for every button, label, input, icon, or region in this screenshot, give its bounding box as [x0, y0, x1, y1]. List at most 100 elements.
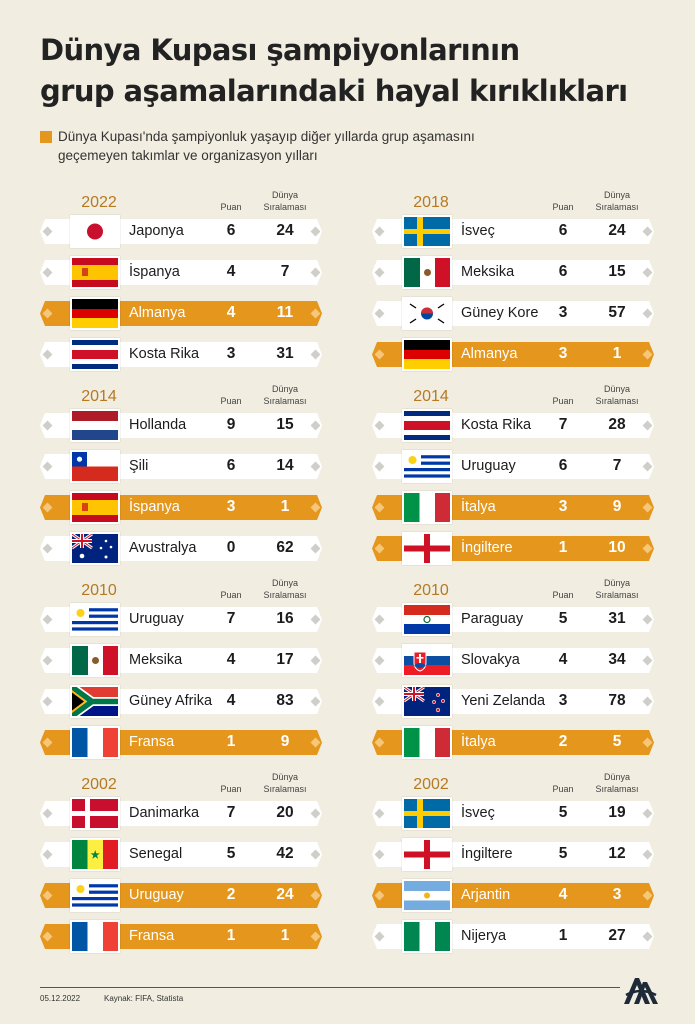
team-row: Paraguay 5 31 — [372, 603, 654, 636]
group-2018-right: 2018 Puan Dünya Sıralaması İsveç 6 24 Meksika 6… — [372, 190, 660, 384]
mexico-flag-icon — [402, 256, 452, 289]
south-korea-flag-icon — [402, 297, 452, 330]
team-row: Kosta Rika 7 28 — [372, 409, 654, 442]
mexico-flag-icon — [70, 644, 120, 677]
team-name: İsveç — [461, 805, 495, 821]
team-ranking: 57 — [608, 304, 626, 321]
group-year: 2002 — [413, 776, 449, 793]
team-ranking: 10 — [608, 539, 626, 556]
spain-flag-icon — [70, 256, 120, 289]
team-ranking: 9 — [280, 733, 290, 750]
england-flag-icon — [402, 532, 452, 565]
team-name: Paraguay — [461, 611, 524, 627]
team-row: Japonya 6 24 — [40, 215, 322, 248]
header-points: Puan — [220, 784, 242, 794]
team-points: 3 — [558, 304, 568, 321]
team-ranking: 7 — [612, 457, 622, 474]
team-row: Danimarka 7 20 — [40, 797, 322, 830]
australia-flag-icon — [70, 532, 120, 565]
team-row: Meksika 6 15 — [372, 256, 654, 289]
group-year: 2002 — [81, 776, 117, 793]
footer-source: Kaynak: FIFA, Statista — [104, 994, 184, 1003]
team-row: Slovakya 4 34 — [372, 644, 654, 677]
team-points: 5 — [558, 804, 568, 821]
team-ranking: 17 — [276, 651, 294, 668]
team-ranking: 24 — [608, 222, 626, 239]
team-name: İspanya — [129, 264, 180, 280]
team-row: Uruguay 7 16 — [40, 603, 322, 636]
team-points: 6 — [558, 457, 568, 474]
italy-flag-icon — [402, 491, 452, 524]
team-points: 3 — [558, 692, 568, 709]
slovakia-flag-icon — [402, 644, 452, 677]
team-name: Uruguay — [461, 458, 516, 474]
sweden-flag-icon — [402, 215, 452, 248]
header-ranking: Dünya Sıralaması — [263, 772, 307, 794]
team-row: Fransa 1 9 — [40, 726, 322, 759]
team-name: Almanya — [461, 346, 518, 362]
team-points: 7 — [226, 804, 236, 821]
team-points: 1 — [226, 927, 236, 944]
header-ranking: Dünya Sıralaması — [595, 772, 639, 794]
team-points: 4 — [226, 304, 236, 321]
group-2014-right: 2014 Puan Dünya Sıralaması Kosta Rika 7 28 Uru… — [372, 384, 660, 578]
team-ranking: 11 — [276, 304, 294, 321]
team-points: 0 — [226, 539, 236, 556]
group-2002-right: 2002 Puan Dünya Sıralaması İsveç 5 19 İngilter… — [372, 772, 660, 966]
team-points: 6 — [558, 222, 568, 239]
team-name: Kosta Rika — [461, 417, 532, 433]
team-ranking: 24 — [276, 886, 294, 903]
group-year: 2010 — [413, 582, 449, 599]
header-points: Puan — [552, 784, 574, 794]
team-name: Avustralya — [129, 540, 197, 556]
team-row: Şili 6 14 — [40, 450, 322, 483]
team-name: Slovakya — [461, 652, 520, 668]
team-row: Kosta Rika 3 31 — [40, 338, 322, 371]
uruguay-flag-icon — [70, 879, 120, 912]
team-name: Fransa — [129, 928, 175, 944]
team-points: 4 — [226, 692, 236, 709]
team-row: İspanya 3 1 — [40, 491, 322, 524]
team-name: İtalya — [461, 499, 496, 515]
team-row: Almanya 4 11 — [40, 297, 322, 330]
team-row: Nijerya 1 27 — [372, 920, 654, 953]
argentina-flag-icon — [402, 879, 452, 912]
team-row: Avustralya 0 62 — [40, 532, 322, 565]
header-ranking: Dünya Sıralaması — [595, 384, 639, 406]
team-name: Fransa — [129, 734, 175, 750]
team-name: İngiltere — [461, 540, 513, 556]
group-year: 2022 — [81, 194, 117, 211]
team-ranking: 14 — [276, 457, 294, 474]
team-row: İngiltere 5 12 — [372, 838, 654, 871]
title-line-2: grup aşamalarındaki hayal kırıklıkları — [40, 74, 628, 108]
header-points: Puan — [552, 590, 574, 600]
england-flag-icon — [402, 838, 452, 871]
team-ranking: 83 — [276, 692, 294, 709]
team-ranking: 31 — [276, 345, 294, 362]
team-row: İspanya 4 7 — [40, 256, 322, 289]
team-points: 9 — [226, 416, 236, 433]
team-name: Nijerya — [461, 928, 507, 944]
aa-logo-icon — [624, 978, 658, 1004]
uruguay-flag-icon — [70, 603, 120, 636]
team-ranking: 34 — [608, 651, 626, 668]
team-name: Arjantin — [461, 887, 511, 903]
japan-flag-icon — [70, 215, 120, 248]
subtitle-line-2: geçemeyen takımlar ve organizasyon yılla… — [58, 148, 318, 163]
header-ranking: Dünya Sıralaması — [595, 578, 639, 600]
footer-divider — [40, 987, 620, 988]
team-name: Güney Kore — [461, 305, 539, 321]
germany-flag-icon — [402, 338, 452, 371]
italy-flag-icon — [402, 726, 452, 759]
group-year: 2018 — [413, 194, 449, 211]
group-2010-left: 2010 Puan Dünya Sıralaması Uruguay 7 16 Meksik… — [40, 578, 328, 772]
team-name: Güney Afrika — [129, 693, 213, 709]
team-ranking: 7 — [280, 263, 290, 280]
team-points: 5 — [558, 610, 568, 627]
team-name: Uruguay — [129, 611, 184, 627]
group-2002-left: 2002 Puan Dünya Sıralaması Danimarka 7 20 Sene… — [40, 772, 328, 966]
header-points: Puan — [220, 396, 242, 406]
team-row: Arjantin 4 3 — [372, 879, 654, 912]
team-name: Hollanda — [129, 417, 187, 433]
team-ranking: 15 — [608, 263, 626, 280]
